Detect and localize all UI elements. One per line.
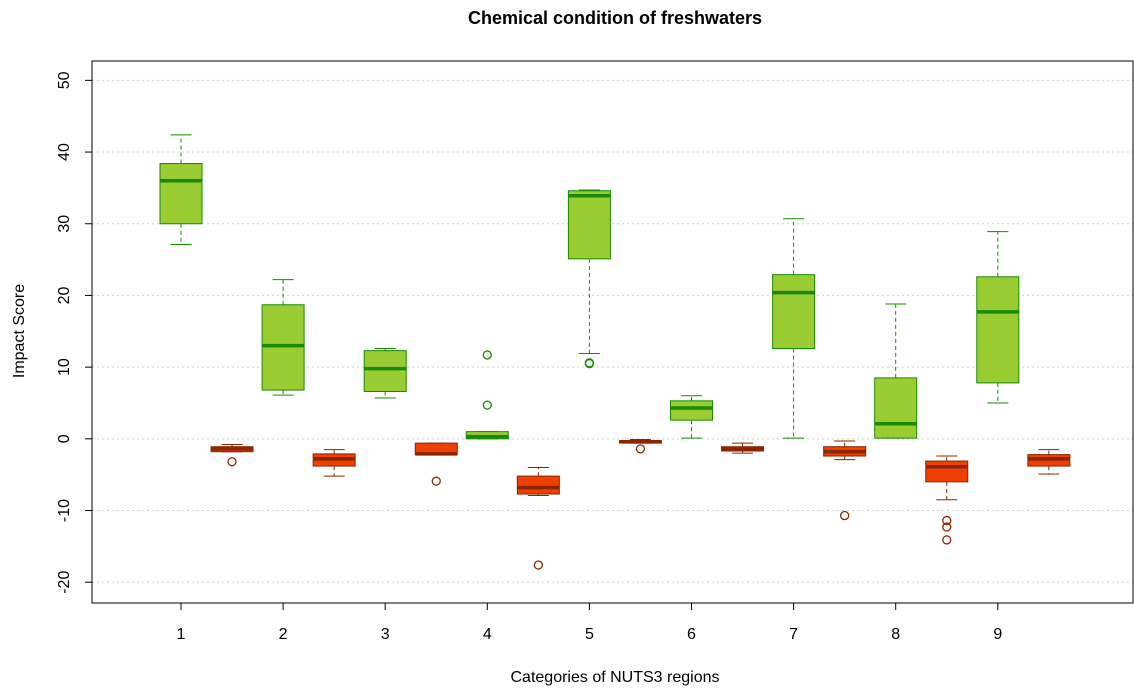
outlier xyxy=(635,444,646,454)
box xyxy=(670,400,713,421)
outlier xyxy=(942,522,952,532)
outlier xyxy=(840,510,850,521)
y-tick-label: 0 xyxy=(56,434,73,443)
outlier xyxy=(482,350,492,360)
y-tick-label: 50 xyxy=(56,71,73,89)
y-tick-label: -20 xyxy=(56,571,73,594)
x-tick-label: 8 xyxy=(891,626,900,643)
outlier xyxy=(533,560,543,570)
chart-title: Chemical condition of freshwaters xyxy=(468,8,762,28)
x-tick-label: 6 xyxy=(687,626,696,643)
y-tick-label: -10 xyxy=(56,499,73,522)
y-axis-label: Impact Score xyxy=(11,284,28,378)
box xyxy=(261,304,305,391)
x-tick-label: 1 xyxy=(177,626,186,643)
plot-frame xyxy=(91,60,1134,604)
x-tick-label: 3 xyxy=(381,626,390,643)
outlier xyxy=(942,535,952,545)
box xyxy=(159,163,203,225)
x-tick-label: 7 xyxy=(789,626,798,643)
outlier xyxy=(482,400,492,410)
box xyxy=(516,475,560,495)
y-tick-label: 40 xyxy=(56,143,73,161)
x-axis-label: Categories of NUTS3 regions xyxy=(511,669,720,686)
y-tick-label: 30 xyxy=(56,215,73,233)
box xyxy=(567,190,611,260)
box xyxy=(363,350,407,393)
outlier xyxy=(584,358,595,369)
x-tick-label: 9 xyxy=(993,626,1002,643)
x-tick-label: 4 xyxy=(483,626,492,643)
x-tick-label: 2 xyxy=(279,626,288,643)
y-tick-label: 20 xyxy=(56,286,73,304)
outlier xyxy=(227,457,237,467)
outlier xyxy=(431,476,441,486)
x-tick-label: 5 xyxy=(585,626,594,643)
box xyxy=(874,377,918,439)
box xyxy=(925,460,969,483)
y-tick-label: 10 xyxy=(56,358,73,376)
outlier xyxy=(942,515,952,526)
box xyxy=(976,276,1020,384)
box xyxy=(772,274,816,349)
